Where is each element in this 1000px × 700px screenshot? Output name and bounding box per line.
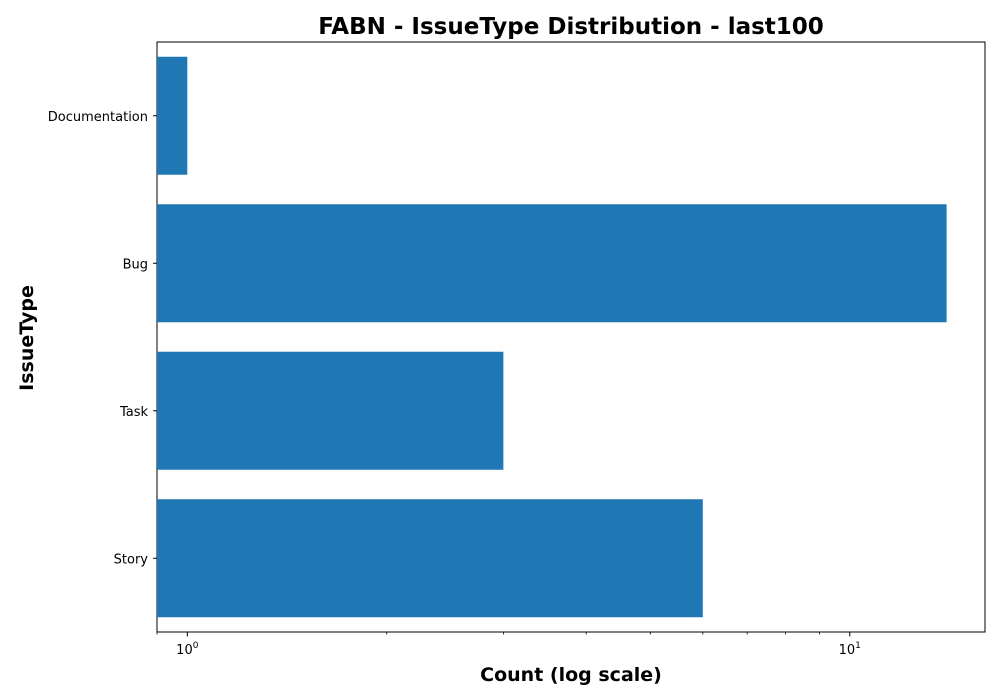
y-tick-label: Documentation bbox=[48, 110, 148, 125]
x-axis-label: Count (log scale) bbox=[480, 664, 662, 686]
plot-frame bbox=[156, 41, 986, 633]
bar-task bbox=[157, 351, 504, 470]
plot-area bbox=[156, 41, 986, 633]
y-tick-label: Bug bbox=[123, 257, 148, 272]
y-tick-label: Task bbox=[119, 405, 149, 420]
x-tick-label: 100 bbox=[176, 641, 199, 658]
y-axis-label: IssueType bbox=[16, 285, 38, 391]
x-axis-ticks: 100 101 bbox=[156, 632, 861, 658]
x-tick-label: 101 bbox=[839, 641, 861, 658]
bars bbox=[157, 56, 947, 618]
bar-documentation bbox=[157, 56, 188, 175]
bar-story bbox=[157, 499, 703, 618]
bar-bug bbox=[157, 204, 947, 323]
y-tick-label: Story bbox=[114, 552, 149, 567]
y-axis-ticks: Documentation Bug Task Story bbox=[48, 110, 157, 567]
chart-title: FABN - IssueType Distribution - last100 bbox=[318, 14, 824, 40]
